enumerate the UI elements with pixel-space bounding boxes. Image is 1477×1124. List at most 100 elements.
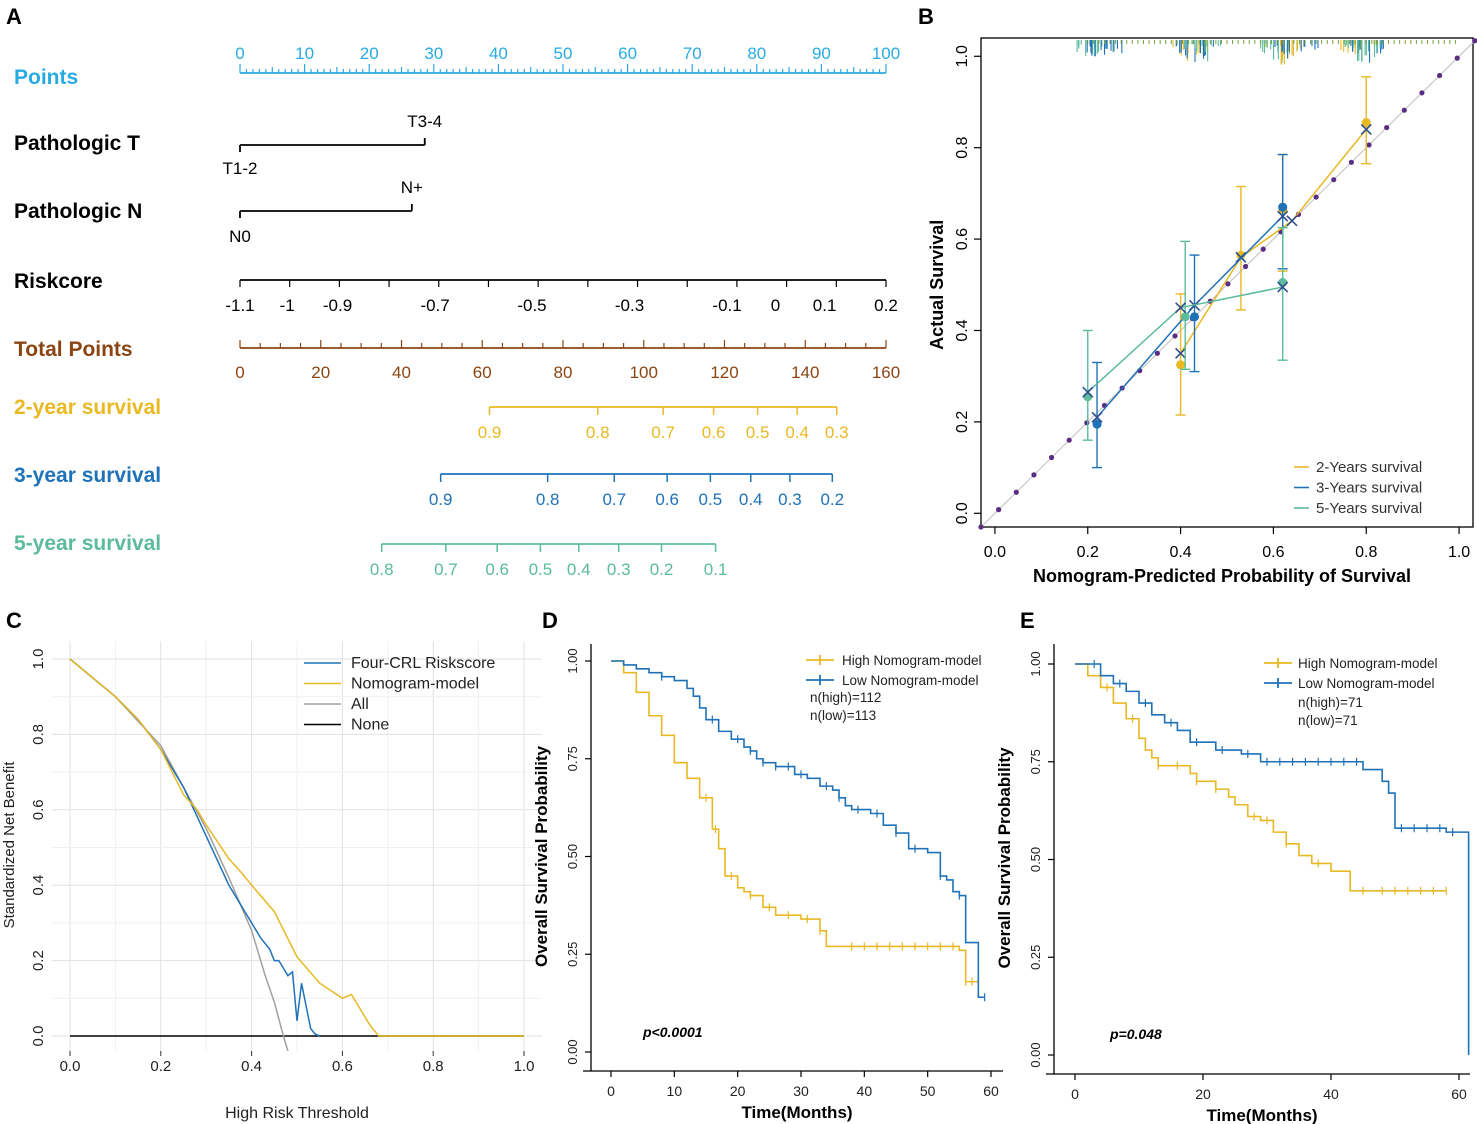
five-year-survival-tick-label: 0.7	[434, 560, 458, 579]
points-tick-label: 40	[489, 44, 508, 63]
points-tick-label: 60	[618, 44, 637, 63]
panel-label-e: E	[1020, 608, 1035, 633]
reference-dot	[1225, 281, 1231, 287]
five-year-survival-tick-label: 0.4	[567, 560, 591, 579]
riskcore-tick-label: -0.1	[712, 296, 741, 315]
n-count-label: n(low)=71	[1298, 713, 1358, 728]
y-axis-title: Actual Survival	[927, 220, 947, 350]
legend-label: Four-CRL Riskscore	[351, 655, 495, 672]
reference-dot	[1048, 454, 1055, 461]
nomogram-row-label: Riskcore	[14, 270, 103, 293]
y-axis-tick-label: 0.75	[565, 746, 580, 771]
three-year-survival-tick-label: 0.4	[739, 490, 763, 509]
y-axis-tick-label: 0.2	[954, 411, 971, 433]
riskcore-tick-label: -1.1	[225, 296, 254, 315]
bias-corrected-cross	[1082, 386, 1094, 398]
x-axis-tick-label: 0	[607, 1083, 615, 1099]
two-year-survival-tick-label: 0.5	[746, 423, 770, 442]
riskcore-tick-label: 0.2	[874, 296, 898, 315]
y-axis-tick-label: 0.25	[1028, 945, 1043, 970]
y-axis-title: Overall Survival Probability	[532, 745, 551, 967]
points-tick-label: 10	[295, 44, 314, 63]
y-axis-tick-label: 0.50	[565, 844, 580, 869]
points-tick-label: 80	[747, 44, 766, 63]
panel-c-decision-curve: C 0.0 0.2 0.4 0.6 0.8 1.0 0.0 0.2 0.4 0.6 0.8 1.0 Hi…	[1, 608, 542, 1122]
bias-corrected-cross	[1091, 411, 1103, 423]
legend-label: 2-Years survival	[1316, 459, 1422, 476]
reference-dot	[1436, 72, 1443, 79]
y-axis-tick-label: 0.25	[565, 942, 580, 967]
five-year-survival-tick-label: 0.2	[650, 560, 674, 579]
x-axis-tick-label: 0.2	[150, 1058, 171, 1075]
reference-dot	[1348, 159, 1354, 165]
nomogram-row-label: 5-year survival	[14, 532, 161, 555]
x-axis-tick-label: 60	[1451, 1086, 1467, 1102]
three-year-survival-tick-label: 0.2	[820, 490, 844, 509]
total-points-tick-label: 20	[311, 363, 330, 382]
reference-dot	[996, 507, 1002, 513]
five-year-survival-tick-label: 0.5	[529, 560, 553, 579]
km-survival-curve	[1075, 663, 1447, 892]
x-axis-title: High Risk Threshold	[225, 1105, 369, 1122]
panel-b-calibration: B 0.0 0.2 0.4 0.6 0.8 1.0 0.0 0.2 0.4 0.6 0.8 1.0 No…	[918, 4, 1477, 586]
y-axis-tick-label: 0.0	[30, 1026, 47, 1047]
total-points-tick-label: 0	[235, 363, 244, 382]
x-axis-tick-label: 0.8	[1355, 544, 1377, 561]
five-year-survival-tick-label: 0.8	[370, 560, 394, 579]
five-year-survival-tick-label: 0.3	[607, 560, 631, 579]
y-axis-tick-label: 1.00	[565, 648, 580, 673]
panel-a-nomogram: A Points Pathologic T Pathologic N Riskcore…	[6, 4, 900, 579]
x-axis-tick-label: 0.6	[1262, 544, 1284, 561]
riskcore-tick-label: 0.1	[813, 296, 837, 315]
two-year-survival-tick-label: 0.7	[651, 423, 675, 442]
reference-dot	[1384, 124, 1390, 131]
five-year-survival-tick-label: 0.6	[485, 560, 509, 579]
x-axis-tick-label: 40	[857, 1083, 873, 1099]
y-axis-tick-label: 0.50	[1028, 847, 1043, 872]
total-points-tick-label: 120	[710, 363, 738, 382]
reference-dot	[1331, 177, 1337, 183]
km-survival-curve	[1075, 663, 1470, 1055]
dca-series-line	[69, 658, 524, 1037]
y-axis-tick-label: 0.8	[30, 724, 47, 745]
riskcore-tick-label: -0.9	[323, 296, 352, 315]
riskcore-tick-label: -0.3	[615, 296, 644, 315]
reference-dot	[1313, 194, 1319, 200]
x-axis-tick-label: 30	[793, 1083, 809, 1099]
points-tick-label: 20	[360, 44, 379, 63]
y-axis-tick-label: 0.6	[30, 799, 47, 820]
legend-label: High Nomogram-model	[842, 653, 982, 668]
reference-dot	[1366, 142, 1372, 148]
points-tick-label: 90	[812, 44, 831, 63]
points-tick-label: 70	[683, 44, 702, 63]
observed-point	[1180, 312, 1190, 322]
pathologic-n-level-label: N0	[229, 227, 251, 246]
three-year-survival-tick-label: 0.3	[778, 490, 802, 509]
reference-dot	[1472, 38, 1477, 44]
total-points-tick-label: 160	[872, 363, 900, 382]
x-axis-tick-label: 20	[1195, 1086, 1211, 1102]
panel-label-a: A	[6, 4, 22, 29]
calibration-series-line	[1179, 128, 1367, 354]
bias-corrected-cross	[1277, 210, 1289, 222]
two-year-survival-tick-label: 0.9	[478, 423, 502, 442]
y-axis-tick-label: 0.0	[954, 502, 971, 524]
p-value-annotation: p=0.048	[1109, 1026, 1162, 1042]
total-points-tick-label: 80	[554, 363, 573, 382]
reference-dot	[1084, 420, 1090, 426]
points-tick-label: 0	[235, 44, 244, 63]
x-axis-tick-label: 10	[667, 1083, 683, 1099]
two-year-survival-tick-label: 0.3	[825, 423, 849, 442]
reference-dot	[1454, 55, 1460, 61]
panel-label-b: B	[918, 4, 934, 29]
observed-point	[1092, 419, 1102, 429]
reference-dot	[1260, 246, 1266, 252]
legend-label: Nomogram-model	[351, 676, 479, 693]
x-axis-tick-label: 40	[1323, 1086, 1339, 1102]
reference-dot	[1172, 333, 1178, 339]
y-axis-tick-label: 0.00	[565, 1039, 580, 1064]
points-tick-label: 50	[554, 44, 573, 63]
riskcore-tick-label: -0.5	[517, 296, 546, 315]
y-axis-tick-label: 0.75	[1028, 749, 1043, 774]
